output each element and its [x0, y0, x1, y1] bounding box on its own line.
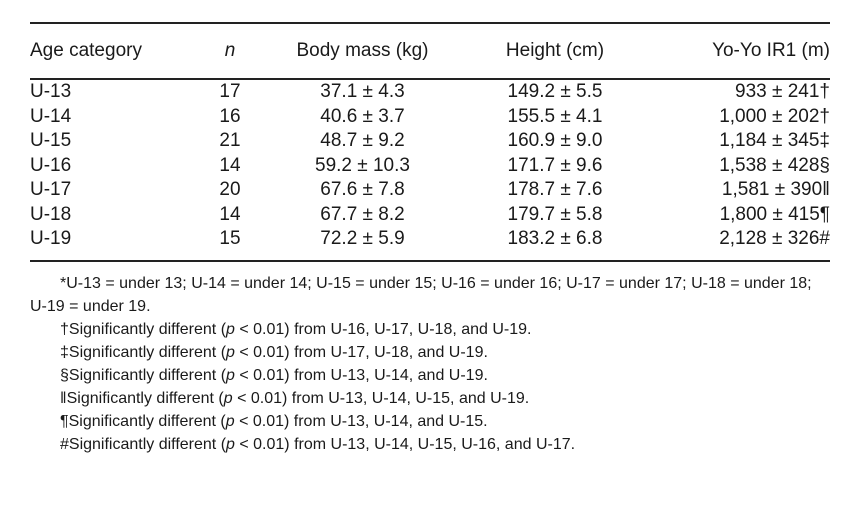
- cell-mass: 59.2 ± 10.3: [315, 154, 410, 176]
- cell-n: 20: [219, 179, 241, 200]
- cell-age: U-15: [30, 130, 72, 151]
- header-yoyo: Yo-Yo IR1 (m): [712, 40, 830, 61]
- cell-yoyo: 1,581 ± 390‖: [721, 179, 830, 200]
- cell-age: U-17: [30, 179, 72, 200]
- cell-yoyo: 1,184 ± 345‡: [719, 130, 830, 151]
- table-row: U-17 20 67.6 ± 7.8 178.7 ± 7.6 1,581 ± 3…: [30, 178, 830, 203]
- cell-mass: 72.2 ± 5.9: [320, 228, 405, 249]
- footnote-hash: #Significantly different (p < 0.01) from…: [60, 435, 576, 453]
- table-row: U-14 16 40.6 ± 3.7 155.5 ± 4.1 1,000 ± 2…: [30, 105, 830, 130]
- cell-age: U-14: [30, 105, 72, 127]
- cell-n: 17: [219, 81, 241, 102]
- cell-n: 14: [219, 154, 241, 176]
- header-n: n: [224, 40, 236, 61]
- header-height: Height (cm): [505, 40, 605, 61]
- cell-mass: 37.1 ± 4.3: [320, 81, 405, 102]
- cell-yoyo: 2,128 ± 326#: [719, 228, 830, 249]
- cell-height: 178.7 ± 7.6: [507, 179, 603, 200]
- cell-n: 15: [219, 228, 241, 249]
- header-rule: [30, 78, 830, 80]
- footnote-double-dagger: ‡Significantly different (p < 0.01) from…: [60, 343, 488, 361]
- table-row: U-18 14 67.7 ± 8.2 179.7 ± 5.8 1,800 ± 4…: [30, 203, 830, 228]
- bottom-rule: [30, 259, 830, 262]
- footnote-dagger: †Significantly different (p < 0.01) from…: [60, 320, 532, 338]
- cell-yoyo: 933 ± 241†: [735, 81, 830, 102]
- cell-age: U-19: [30, 228, 72, 249]
- cell-mass: 67.6 ± 7.8: [320, 179, 405, 200]
- footnote-section: §Significantly different (p < 0.01) from…: [60, 366, 488, 384]
- cell-height: 171.7 ± 9.6: [507, 154, 603, 176]
- anthropometrics-table: Age category n Body mass (kg) Height (cm…: [30, 24, 830, 260]
- cell-yoyo: 1,000 ± 202†: [719, 105, 830, 127]
- header-body-mass: Body mass (kg): [296, 40, 429, 61]
- cell-age: U-16: [30, 154, 72, 176]
- table-row: U-15 21 48.7 ± 9.2 160.9 ± 9.0 1,184 ± 3…: [30, 129, 830, 154]
- cell-age: U-18: [30, 203, 72, 225]
- cell-height: 179.7 ± 5.8: [507, 203, 603, 225]
- table-footnotes: *U-13 = under 13; U-14 = under 14; U-15 …: [30, 272, 830, 456]
- table-row: U-13 17 37.1 ± 4.3 149.2 ± 5.5 933 ± 241…: [30, 80, 830, 105]
- cell-yoyo: 1,538 ± 428§: [719, 154, 830, 176]
- cell-height: 160.9 ± 9.0: [507, 130, 603, 151]
- cell-yoyo: 1,800 ± 415¶: [719, 203, 830, 225]
- cell-n: 14: [219, 203, 241, 225]
- table-row: U-16 14 59.2 ± 10.3 171.7 ± 9.6 1,538 ± …: [30, 154, 830, 179]
- cell-age: U-13: [30, 81, 72, 102]
- cell-n: 16: [219, 105, 241, 127]
- footnote-abbreviations: *U-13 = under 13; U-14 = under 14; U-15 …: [30, 274, 812, 315]
- footnote-pilcrow: ¶Significantly different (p < 0.01) from…: [60, 412, 488, 430]
- table-container: Age category n Body mass (kg) Height (cm…: [30, 22, 830, 456]
- header-age-category: Age category: [30, 40, 142, 61]
- footnote-parallel: ‖Significantly different (p < 0.01) from…: [60, 389, 530, 407]
- header-row: Age category n Body mass (kg) Height (cm…: [30, 24, 830, 78]
- table-row: U-19 15 72.2 ± 5.9 183.2 ± 6.8 2,128 ± 3…: [30, 227, 830, 260]
- cell-height: 149.2 ± 5.5: [507, 81, 603, 102]
- cell-height: 183.2 ± 6.8: [507, 228, 603, 249]
- cell-mass: 48.7 ± 9.2: [320, 130, 405, 151]
- cell-height: 155.5 ± 4.1: [507, 105, 603, 127]
- top-rule: [30, 22, 830, 24]
- cell-mass: 40.6 ± 3.7: [320, 105, 405, 127]
- cell-mass: 67.7 ± 8.2: [320, 203, 405, 225]
- cell-n: 21: [219, 130, 241, 151]
